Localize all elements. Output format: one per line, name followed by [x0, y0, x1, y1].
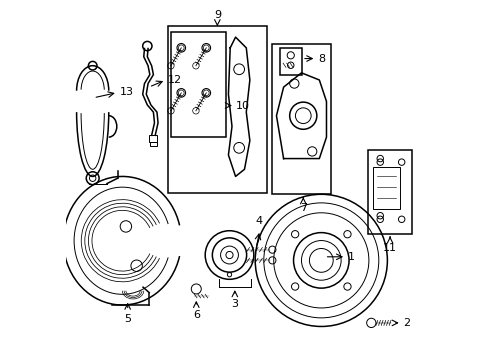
Bar	[367, 150, 411, 234]
Text: 1: 1	[347, 252, 354, 262]
Bar	[271, 44, 330, 194]
Text: 2: 2	[403, 318, 410, 328]
Bar	[150, 142, 156, 146]
Text: 10: 10	[235, 100, 249, 111]
Bar	[279, 48, 302, 75]
Text: 5: 5	[124, 314, 131, 324]
Text: 9: 9	[213, 10, 221, 20]
Text: 6: 6	[192, 310, 200, 320]
Text: 13: 13	[119, 87, 133, 98]
Text: 11: 11	[382, 243, 396, 252]
Bar	[170, 32, 225, 137]
Bar	[167, 26, 266, 193]
Bar	[149, 135, 157, 143]
Text: 7: 7	[299, 203, 306, 213]
Text: 8: 8	[317, 54, 325, 64]
Text: 12: 12	[167, 75, 182, 85]
Text: 4: 4	[255, 216, 262, 226]
Text: 3: 3	[231, 298, 238, 309]
Bar	[372, 167, 399, 208]
